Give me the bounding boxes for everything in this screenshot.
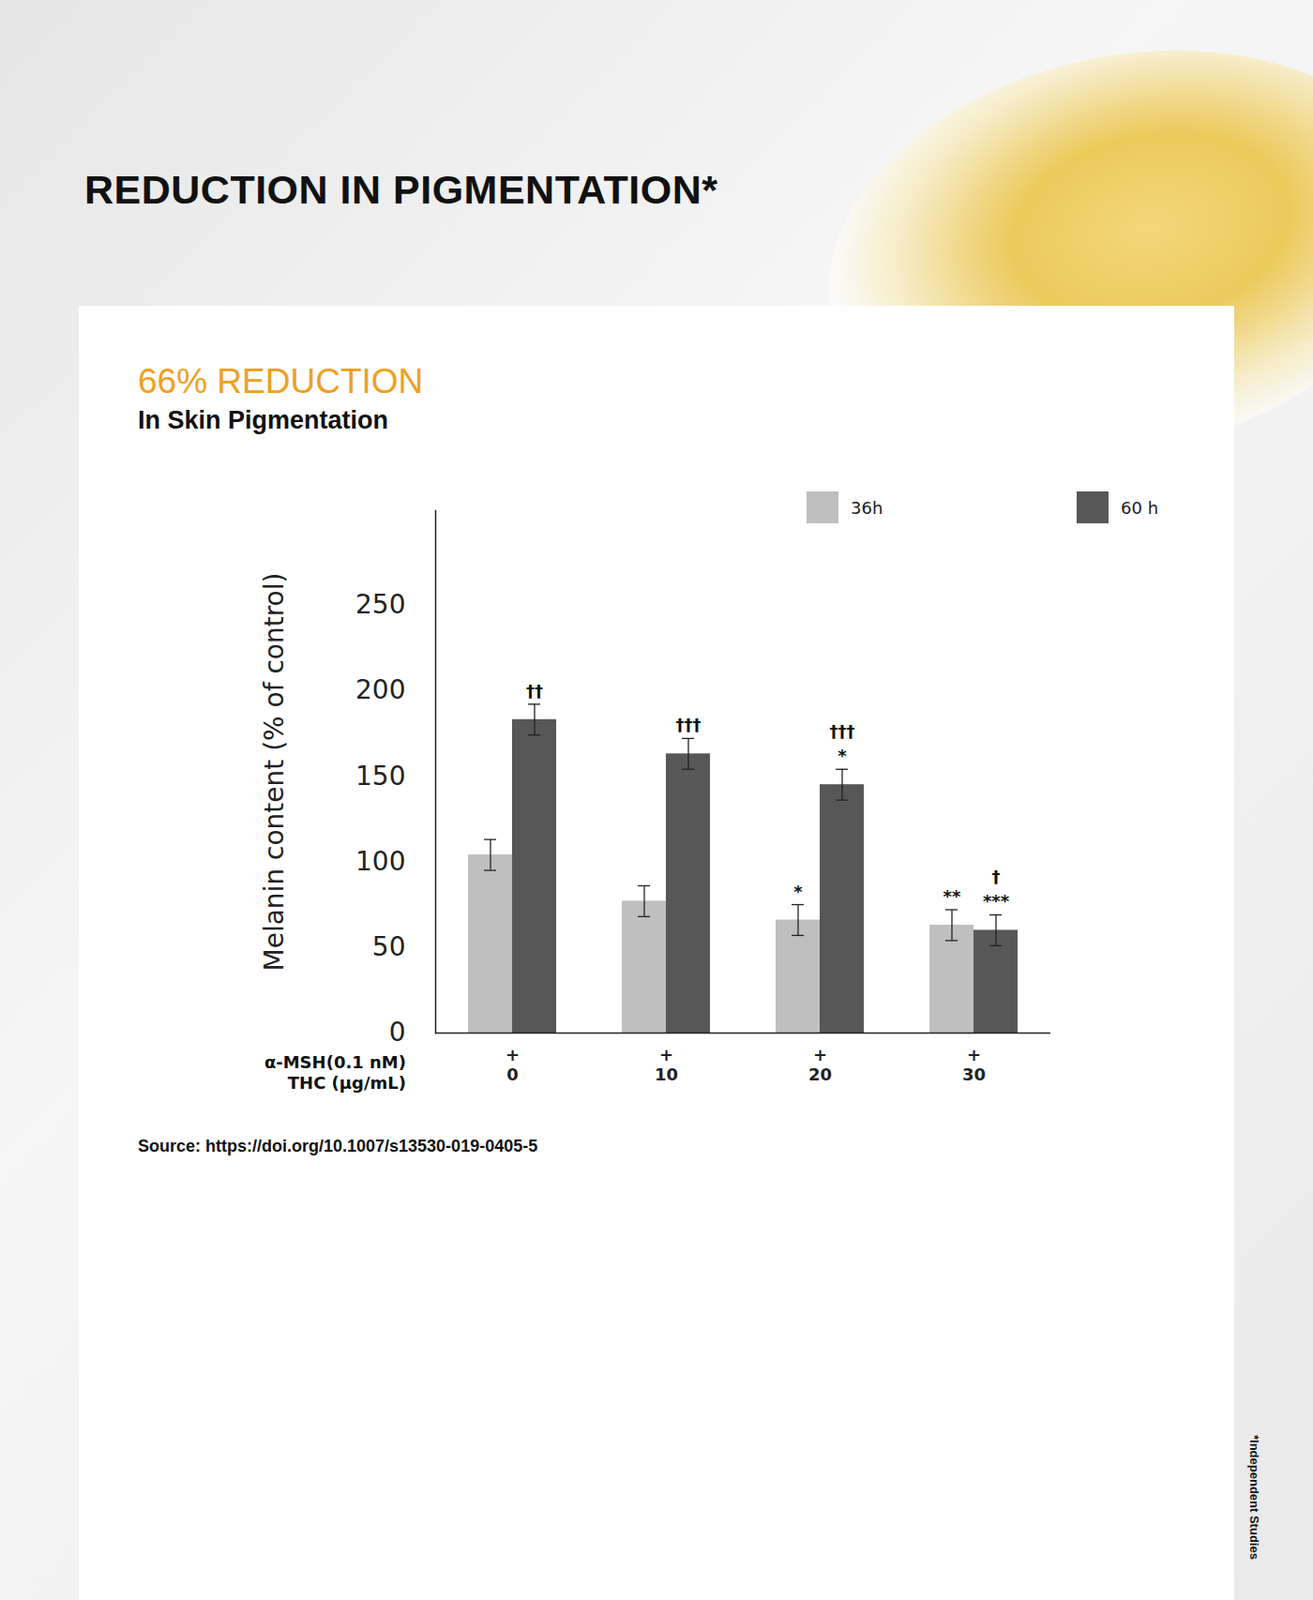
html-text:66% REDUCTION: 66% REDUCTION [137, 362, 424, 401]
svg-text:+10: +10 [654, 1044, 679, 1086]
svg-text:+20: +20 [808, 1044, 832, 1086]
html-text:*Independent Studies: *Independent Studies [1247, 1434, 1262, 1560]
svg-text:+0: +0 [505, 1044, 520, 1086]
svg-text:0: 0 [389, 1016, 407, 1048]
svg-text:††: †† [526, 680, 544, 701]
svg-text:250: 250 [355, 588, 406, 620]
html-text:Source: https://doi.org/10.100: Source: https://doi.org/10.1007/s13530-0… [137, 1136, 538, 1156]
svg-text:Melanin content (% of control): Melanin content (% of control) [258, 573, 290, 972]
html-text:REDUCTION IN PIGMENTATION*: REDUCTION IN PIGMENTATION* [84, 166, 718, 212]
svg-text:+30: +30 [962, 1044, 986, 1086]
svg-text:200: 200 [355, 674, 406, 706]
svg-text:†***: †*** [982, 866, 1011, 911]
html-text:α-MSH(0.1 nM): α-MSH(0.1 nM) [264, 1052, 407, 1072]
svg-text:†††*: †††* [830, 721, 856, 766]
html-text:60 h: 60 h [1120, 497, 1159, 518]
svg-text:150: 150 [355, 760, 406, 792]
html-text:36h: 36h [850, 497, 883, 518]
svg-text:*: * [793, 881, 803, 902]
html-text:In Skin Pigmentation: In Skin Pigmentation [137, 406, 389, 435]
svg-text:†††: ††† [676, 714, 702, 735]
html-text:THC (μg/mL): THC (μg/mL) [287, 1072, 407, 1093]
svg-text:100: 100 [355, 845, 406, 877]
svg-text:**: ** [943, 886, 962, 906]
svg-text:50: 50 [372, 931, 407, 963]
